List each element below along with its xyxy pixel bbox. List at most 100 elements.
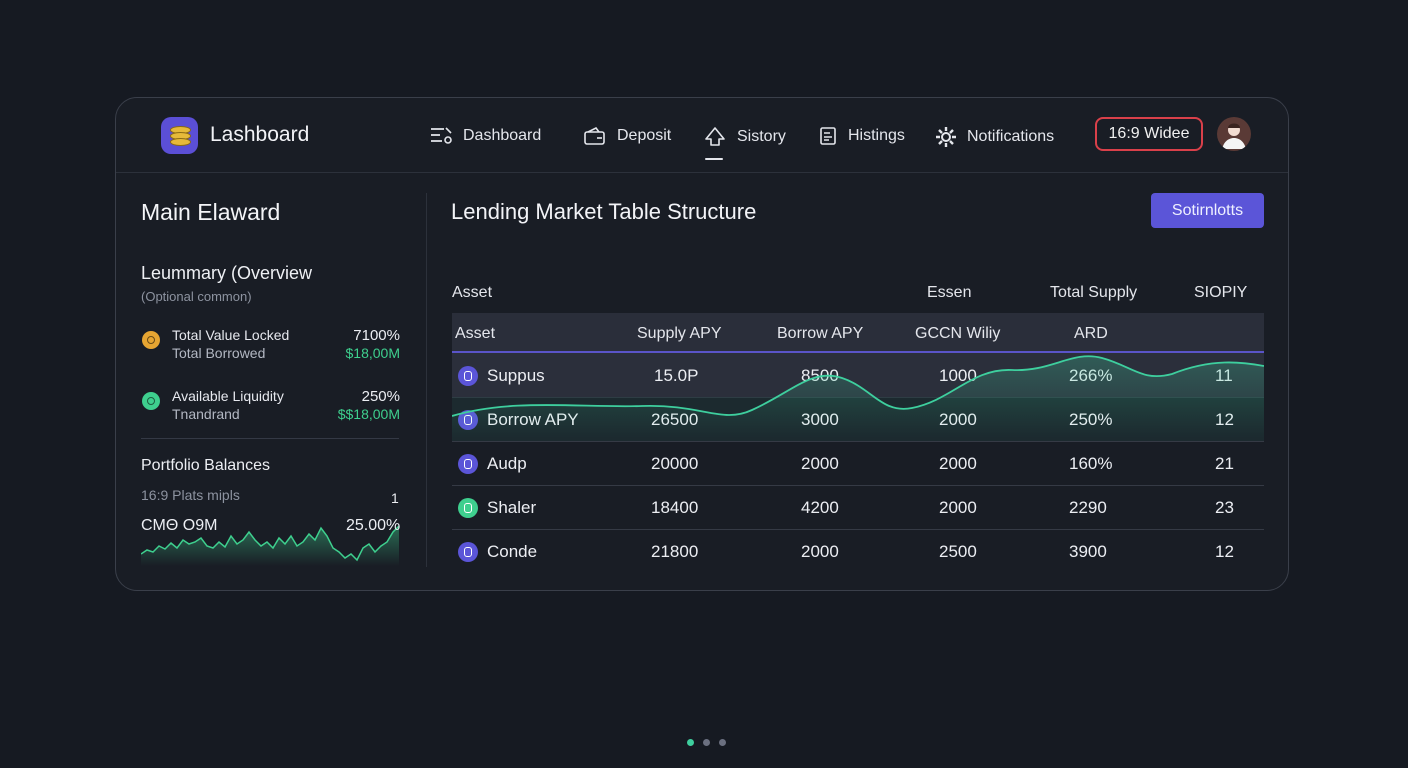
cell: 20000	[651, 454, 699, 473]
cell: 23	[1215, 498, 1234, 517]
portfolio-count: 1	[391, 490, 399, 506]
asset-name: Conde	[487, 542, 538, 561]
column-header[interactable]: GCCN Wiliy	[915, 325, 1001, 342]
stat-value: 250%	[361, 388, 400, 405]
top-header-essen: Essen	[927, 284, 972, 301]
summary-note: (Optional common)	[141, 289, 252, 304]
top-bar: Lashboard Dashboard Deposit Sistory Hist…	[116, 98, 1288, 173]
asset-name: Suppus	[487, 366, 545, 385]
stat-label: Available Liquidity	[172, 388, 284, 404]
table-row[interactable]: Shaler 18400 4200 2000 2290 23	[452, 485, 1264, 530]
stat-sublabel: Tnandrand	[172, 406, 240, 422]
coin-stack-logo-icon[interactable]	[161, 117, 198, 154]
top-header-siopiy: SIOPIY	[1194, 284, 1248, 301]
cell: 18400	[651, 498, 699, 517]
cell: 21800	[651, 542, 699, 561]
token-icon	[458, 366, 478, 386]
table-row[interactable]: Audp 20000 2000 2000 160% 21	[452, 441, 1264, 486]
portfolio-sparkline	[141, 525, 399, 566]
cell: 15.0P	[654, 366, 699, 385]
table-row[interactable]: Conde 21800 2000 2500 3900 12	[452, 529, 1264, 573]
liquidity-icon	[142, 392, 160, 410]
page-indicator[interactable]	[687, 739, 726, 746]
user-icon	[1222, 123, 1246, 149]
cell: 2000	[801, 454, 839, 473]
list-icon	[431, 127, 452, 144]
brand-name: Lashboard	[210, 123, 310, 146]
nav-dashboard[interactable]: Dashboard	[429, 126, 541, 146]
active-nav-indicator	[705, 158, 723, 160]
cell: 2000	[939, 454, 977, 473]
page-dot[interactable]	[703, 739, 710, 746]
top-header-total-supply: Total Supply	[1050, 284, 1138, 301]
portfolio-percent: 25.00%	[346, 517, 401, 534]
table-title: Lending Market Table Structure	[451, 199, 757, 224]
cell: 2500	[939, 542, 977, 561]
asset-name: Audp	[487, 454, 527, 473]
token-icon	[458, 498, 478, 518]
submit-button[interactable]: Sotirnlotts	[1151, 193, 1264, 228]
coin-icon	[142, 331, 160, 349]
nav-sistory-label: Sistory	[737, 128, 786, 145]
stat-label: Total Value Locked	[172, 327, 290, 343]
portfolio-title: Portfolio Balances	[141, 457, 270, 474]
cell: 11	[1215, 366, 1233, 385]
page-dot[interactable]	[719, 739, 726, 746]
nav-histings[interactable]: Histings	[818, 126, 905, 146]
cell: 160%	[1069, 454, 1113, 473]
table-row[interactable]: Borrow APY 26500 3000 2000 250% 12	[452, 397, 1264, 442]
column-header[interactable]: Borrow APY	[777, 325, 864, 342]
divider	[141, 438, 399, 439]
cell: 266%	[1069, 366, 1113, 385]
nav-notifications[interactable]: Notifications	[935, 126, 1054, 148]
token-icon	[458, 454, 478, 474]
cell: 2000	[939, 410, 977, 429]
cell: 4200	[801, 498, 839, 517]
column-header[interactable]: Asset	[455, 325, 496, 342]
cell: 26500	[651, 410, 699, 429]
top-header-asset: Asset	[452, 284, 493, 301]
stat-money: $18,00M	[345, 345, 400, 361]
summary-title: Leummary (Overview	[141, 263, 313, 283]
cell: 1000	[939, 366, 977, 385]
token-icon	[458, 410, 478, 430]
portfolio-amount: CMΘ O9M	[141, 517, 218, 534]
page-dot[interactable]	[687, 739, 694, 746]
nav-notifications-label: Notifications	[967, 128, 1055, 145]
cell: 12	[1215, 542, 1234, 561]
cell: 2000	[801, 542, 839, 561]
cell: 250%	[1069, 410, 1113, 429]
cell: 3900	[1069, 542, 1107, 561]
panel-divider	[426, 193, 427, 567]
cell: 8500	[801, 366, 839, 385]
asset-name: Borrow APY	[487, 410, 579, 429]
gear-icon	[936, 127, 956, 147]
nav-deposit[interactable]: Deposit	[583, 126, 671, 146]
nav-dashboard-label: Dashboard	[463, 127, 542, 144]
table-row[interactable]: Suppus 15.0P 8500 1000 266% 11	[452, 353, 1264, 398]
cell: 12	[1215, 410, 1234, 429]
portfolio-subtitle: 16:9 Plats mipls	[141, 487, 240, 503]
token-icon	[458, 542, 478, 562]
column-header[interactable]: Supply APY	[637, 325, 722, 342]
left-panel-title: Main Elaward	[141, 199, 281, 225]
upload-icon	[705, 127, 725, 146]
nav-sistory[interactable]: Sistory	[703, 126, 786, 148]
cell: 2000	[939, 498, 977, 517]
dashboard-card: Lashboard Dashboard Deposit Sistory Hist…	[115, 97, 1289, 591]
stat-money: $$18,00M	[337, 406, 400, 422]
asset-name: Shaler	[487, 498, 537, 517]
stat-sublabel: Total Borrowed	[172, 345, 266, 361]
column-header[interactable]: ARD	[1074, 325, 1108, 342]
user-avatar[interactable]	[1217, 117, 1251, 151]
aspect-badge[interactable]: 16:9 Widee	[1095, 117, 1203, 151]
table-header: Asset Supply APY Borrow APY GCCN Wiliy A…	[452, 313, 1264, 353]
document-icon	[820, 127, 836, 145]
cell: 21	[1215, 454, 1234, 473]
stat-value: 7100%	[353, 327, 400, 344]
nav-deposit-label: Deposit	[617, 127, 672, 144]
cell: 3000	[801, 410, 839, 429]
nav-histings-label: Histings	[848, 127, 905, 144]
cell: 2290	[1069, 498, 1107, 517]
wallet-icon	[584, 126, 605, 145]
